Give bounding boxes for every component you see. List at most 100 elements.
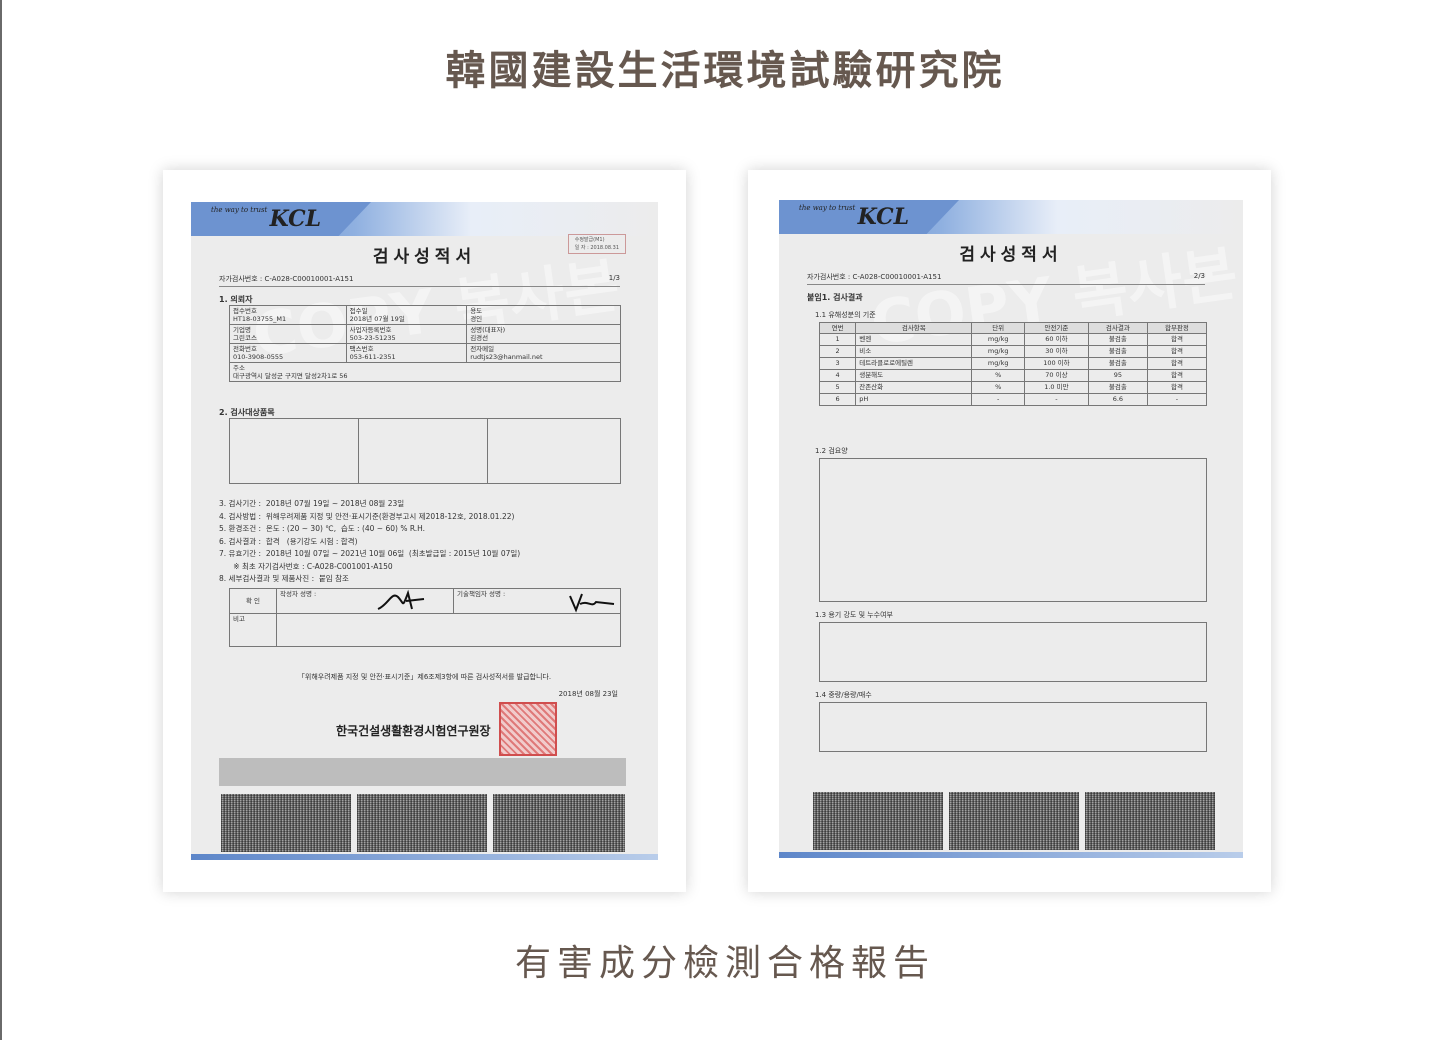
info-cell: 용도 경인	[466, 305, 621, 325]
requester-table: 접수번호 HT18-03755_M1 접수일 2018년 07월 19일 용도 경인 기업명…	[229, 305, 621, 382]
issue-date: 2018년 08월 23일	[558, 690, 618, 698]
issuer-org: 한국건설생활환경시험연구원장	[336, 724, 491, 738]
cert-number: 자가검사번호 : C-A028-C00010001-A151 2/3	[807, 272, 1205, 285]
label-table	[819, 458, 1207, 602]
cell-value: 김경선	[470, 334, 489, 342]
info-cell: 전화번호 010-3908-0555	[229, 343, 347, 363]
table-row: 주소 대구광역시 달성군 구지면 달성2차1로 56	[229, 362, 621, 382]
info-cell: 전자메일 rudtjs23@hanmail.net	[466, 343, 621, 363]
table-cell: 60 이하	[1024, 333, 1089, 346]
cell-label: 전화번호	[233, 345, 257, 353]
info-cell: 사업자등록번호 503-23-51235	[345, 324, 468, 344]
summary-line: 8. 세부검사결과 및 제품사진 : 붙임 참조	[219, 574, 349, 583]
table-cell: 불검출	[1087, 345, 1148, 358]
table-cell: 불검출	[1087, 357, 1148, 370]
test-summary: 3. 검사기간 : 2018년 07월 19일 ~ 2018년 08월 23일 4…	[219, 498, 520, 586]
section-results: 붙임1. 검사결과	[807, 293, 863, 302]
table-cell: 불검출	[1087, 381, 1148, 394]
column-header: 검사항목	[855, 322, 973, 334]
cert-number: 자가검사번호 : C-A028-C00010001-A151 1/3	[219, 274, 620, 287]
table-cell: 불검출	[1087, 333, 1148, 346]
table-row: 2 비소 mg/kg 30 이하 불검출 합격	[818, 345, 1208, 358]
table-cell: 비소	[855, 345, 973, 358]
column-header: 안전기준	[1024, 322, 1089, 334]
section-target: 2. 검사대상품목	[219, 408, 275, 417]
table-cell: 4	[818, 369, 857, 382]
cell-value: HT18-03755_M1	[233, 315, 287, 323]
table-cell: 2	[818, 345, 857, 358]
table-cell: 6.6	[1087, 393, 1148, 406]
cell-value: rudtjs23@hanmail.net	[470, 353, 543, 361]
table-row: 1 벤젠 mg/kg 60 이하 불검출 합격	[818, 333, 1208, 346]
cell-value: 경인	[470, 315, 483, 323]
cell-label: 기업명	[233, 326, 251, 334]
kcl-logo: the way to trust KCL	[211, 206, 322, 232]
cell-label: 팩스번호	[349, 345, 374, 353]
table-cell: 1.0 미만	[1024, 381, 1089, 394]
revision-stamp: 수정발급(M1) 일 자 : 2018.08.31	[567, 234, 626, 254]
table-row: 6 pH - -6.6-	[818, 393, 1208, 406]
table-row: 3 테트라클로로에틸렌 mg/kg 100 이하 불검출 합격	[818, 357, 1208, 370]
table-cell: -	[1146, 393, 1208, 406]
doc-title: 검사성적서	[372, 247, 477, 267]
cell-value: 503-23-51235	[349, 334, 396, 342]
harmful-substance-table: 연번 검사항목 단위 안전기준 검사결과 합부판정 1 벤젠 mg/kg 60 이하 불검출 합격 2 비…	[818, 322, 1208, 406]
table-cell: 100 이하	[1024, 357, 1089, 370]
table-cell: 잔존산화	[855, 381, 973, 394]
subsection-container: 1.3 용기 강도 및 누수여부	[815, 611, 893, 619]
cell-label: 접수번호	[233, 307, 257, 315]
table-row: 5 잔존산화% 1.0 미만 불검출 합격	[818, 381, 1208, 394]
table-cell: 합격	[1146, 369, 1208, 382]
info-cell: 접수일 2018년 07월 19일	[345, 305, 468, 325]
container-table	[819, 622, 1207, 682]
table-cell: pH	[855, 393, 973, 406]
column-header: 연번	[818, 322, 857, 334]
table-row: 접수번호 HT18-03755_M1 접수일 2018년 07월 19일 용도 경인	[229, 305, 621, 325]
table-cell: 합격	[1146, 345, 1208, 358]
table-cell: 벤젠	[855, 333, 973, 346]
table-cell: 3	[818, 357, 857, 370]
table-cell: 1	[818, 333, 857, 346]
table-cell: 30 이하	[1024, 345, 1089, 358]
cell-label: 성명(대표자)	[470, 326, 506, 334]
table-cell: -	[971, 393, 1025, 406]
info-cell: 팩스번호 053-611-2351	[345, 343, 468, 363]
table-cell: 합격	[1146, 333, 1208, 346]
cell-label: 접수일	[349, 307, 368, 315]
table-cell: %	[971, 369, 1025, 382]
target-table	[228, 418, 621, 484]
issue-statement: 「위해우려제품 지정 및 안전·표시기준」제6조제3항에 따른 검사성적서를 발…	[297, 673, 552, 681]
blurred-strip	[493, 794, 625, 852]
table-cell: 테트라클로로에틸렌	[855, 357, 973, 370]
info-cell: 성명(대표자) 김경선	[466, 324, 621, 344]
left-edge-line	[0, 0, 2, 1040]
summary-line: ※ 최초 자기검사번호 : C-A028-C001001-A150	[219, 561, 393, 571]
info-cell: 기업명 그린코스	[229, 324, 347, 344]
cell-label: 주소	[233, 364, 245, 372]
cell-label: 사업자등록번호	[349, 326, 392, 334]
blurred-strip	[949, 792, 1079, 850]
table-cell: 합격	[1146, 381, 1208, 394]
certificate-scan-2: the way to trust KCL COPY 복사본 검사성적서 자가검사…	[779, 200, 1243, 858]
certificate-card-1: the way to trust KCL COPY 복사본 검사성적서 수정발급…	[163, 170, 686, 892]
summary-line: 5. 환경조건 : 온도 : (20 ~ 30) ℃, 습도 : (40 ~ 6…	[219, 524, 426, 533]
cell-value: 대구광역시 달성군 구지면 달성2차1로 56	[233, 372, 348, 380]
info-cell: 접수번호 HT18-03755_M1	[229, 305, 347, 325]
cell-value: 053-611-2351	[349, 353, 396, 361]
doc-title: 검사성적서	[959, 245, 1063, 265]
summary-line: 3. 검사기간 : 2018년 07월 19일 ~ 2018년 08월 23일	[219, 499, 405, 508]
page-title: 韓國建設生活環境試驗研究院	[445, 48, 1005, 94]
table-cell: 70 이상	[1024, 369, 1089, 382]
cell-value: 010-3908-0555	[233, 353, 284, 361]
table-cell: mg/kg	[971, 357, 1025, 370]
cell-label: 용도	[470, 307, 483, 315]
table-cell: 합격	[1146, 357, 1208, 370]
doc-footer	[219, 758, 626, 786]
table-cell: %	[971, 381, 1025, 394]
subsection-harmful: 1.1 유해성분의 기준	[815, 311, 876, 319]
table-row: 전화번호 010-3908-0555 팩스번호 053-611-2351 전자메일 rud…	[229, 343, 621, 363]
column-header: 검사결과	[1087, 322, 1148, 334]
blurred-strip	[1085, 792, 1215, 850]
signature-writer	[377, 589, 425, 610]
weight-table	[819, 702, 1207, 752]
